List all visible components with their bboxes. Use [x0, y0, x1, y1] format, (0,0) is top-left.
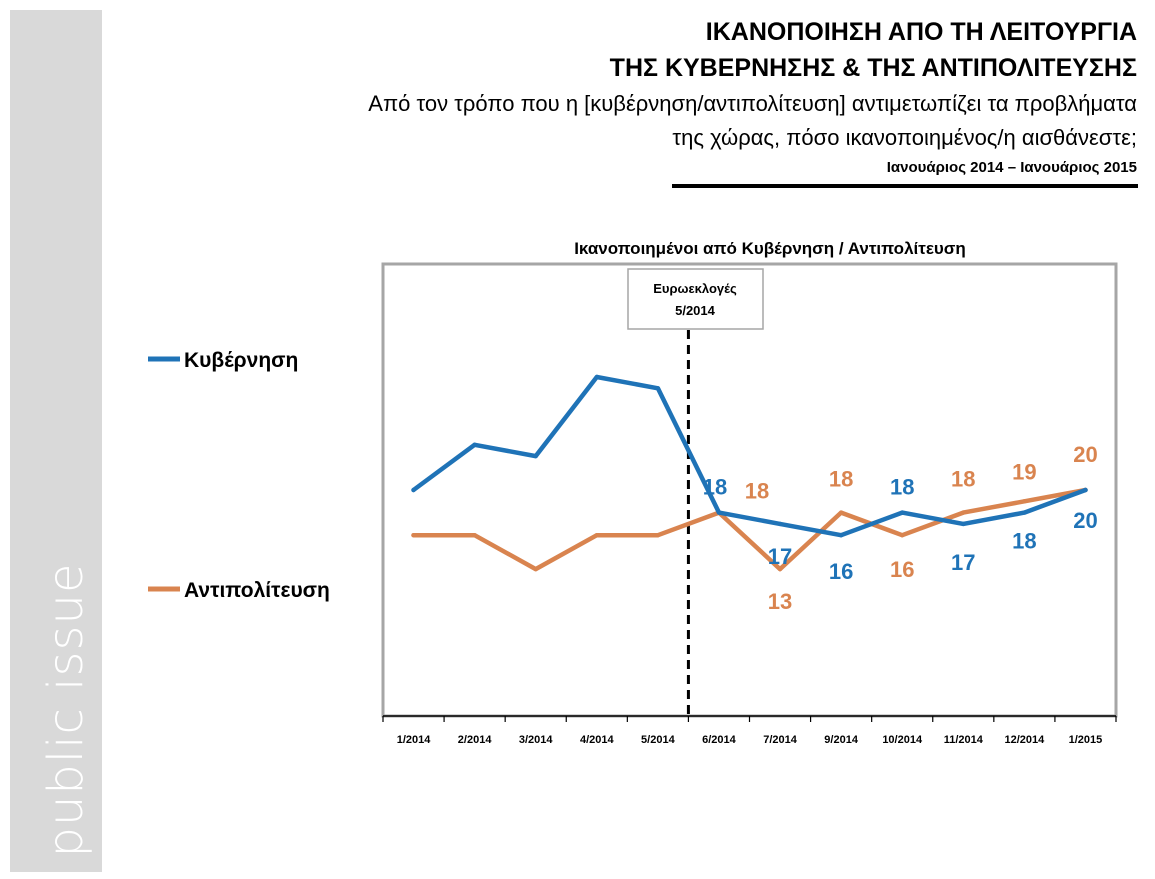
data-label-opposition: 19	[1012, 459, 1036, 484]
series-line-opposition	[411, 487, 1088, 572]
data-point-opposition	[838, 510, 844, 515]
data-label-opposition: 18	[951, 467, 975, 492]
data-labels: 18 17 16 18 17 18 20 18 13 18 16 18 19 20	[703, 442, 1098, 614]
sidebar-band: public issue	[10, 10, 102, 872]
data-point-government	[1022, 510, 1027, 515]
data-point-opposition	[900, 533, 905, 538]
data-label-government: 18	[1012, 529, 1036, 554]
header-divider	[672, 184, 1138, 188]
data-label-government: 18	[703, 475, 727, 500]
page-title-line1: ΙΚΑΝΟΠΟΙΗΣΗ ΑΠΟ ΤΗ ΛΕΙΤΟΥΡΓΙΑ	[705, 18, 1137, 46]
chart-title: Ικανοποιημένοι από Κυβέρνηση / Αντιπολίτ…	[574, 239, 966, 258]
survey-question-line1: Από τον τρόπο που η [κυβέρνηση/αντιπολίτ…	[368, 91, 1137, 116]
x-tick-label: 9/2014	[824, 734, 859, 746]
survey-question-line2: της χώρας, πόσο ικανοποιημένος/η αισθάνε…	[672, 125, 1137, 150]
x-tick-label: 10/2014	[882, 734, 923, 746]
series-line-government	[411, 374, 1088, 538]
legend-label-opposition: Αντιπολίτευση	[184, 579, 330, 602]
euro-elections-callout-box	[627, 268, 764, 330]
euro-elections-annotation: Ευρωεκλογές 5/2014	[627, 268, 764, 715]
data-point-opposition	[777, 566, 783, 572]
data-point-opposition	[1022, 499, 1027, 504]
x-tick-label: 12/2014	[1004, 734, 1045, 746]
x-tick-label: 7/2014	[763, 734, 798, 746]
data-point-government	[777, 521, 783, 527]
data-label-opposition: 16	[890, 557, 914, 582]
euro-elections-label-line2: 5/2014	[675, 303, 716, 318]
x-tick-label: 11/2014	[944, 734, 984, 746]
data-point-opposition	[533, 566, 538, 572]
data-point-opposition	[472, 533, 477, 538]
data-point-opposition	[594, 533, 599, 538]
page-title-line2: ΤΗΣ ΚΥΒΕΡΝΗΣΗΣ & ΤΗΣ ΑΝΤΙΠΟΛΙΤΕΥΣΗΣ	[609, 54, 1137, 82]
data-point-government	[533, 453, 538, 459]
x-tick-label: 5/2014	[641, 734, 676, 746]
euro-elections-label-line1: Ευρωεκλογές	[653, 281, 737, 296]
header: ΙΚΑΝΟΠΟΙΗΣΗ ΑΠΟ ΤΗ ΛΕΙΤΟΥΡΓΙΑ ΤΗΣ ΚΥΒΕΡΝ…	[368, 14, 1137, 182]
data-label-opposition: 13	[768, 589, 792, 614]
data-label-government: 18	[890, 475, 914, 500]
data-label-government: 17	[768, 544, 792, 569]
data-point-government	[961, 521, 966, 527]
x-tick-label: 3/2014	[519, 734, 554, 746]
series-layer	[411, 374, 1088, 572]
data-point-opposition	[655, 533, 661, 538]
data-label-opposition: 18	[829, 467, 853, 492]
data-point-government	[900, 510, 905, 515]
x-tick-label: 6/2014	[702, 734, 737, 746]
data-label-government: 17	[951, 550, 975, 575]
data-point-opposition	[411, 533, 416, 538]
data-label-opposition: 18	[745, 479, 769, 504]
survey-period: Ιανουάριος 2014 – Ιανουάριος 2015	[886, 159, 1137, 176]
data-point-government	[838, 533, 844, 538]
data-point-opposition	[961, 510, 966, 515]
data-point-government	[594, 374, 599, 380]
data-label-opposition: 20	[1073, 442, 1097, 467]
x-tick-label: 4/2014	[580, 734, 615, 746]
data-point-government	[655, 386, 661, 391]
x-axis: 1/2014 2/2014 3/2014 4/2014 5/2014 6/2014 7/20…	[382, 715, 1117, 746]
legend-label-government: Κυβέρνηση	[184, 349, 298, 372]
data-label-government: 20	[1073, 508, 1097, 533]
data-point-government	[1083, 487, 1088, 493]
x-tick-label: 1/2015	[1069, 734, 1103, 746]
data-label-government: 16	[829, 559, 853, 584]
x-tick-label: 1/2014	[397, 734, 432, 746]
data-point-government	[472, 442, 477, 447]
legend: Κυβέρνηση Αντιπολίτευση	[148, 349, 330, 602]
data-point-government	[411, 487, 416, 493]
data-point-government	[716, 510, 722, 515]
x-tick-label: 2/2014	[458, 734, 493, 746]
